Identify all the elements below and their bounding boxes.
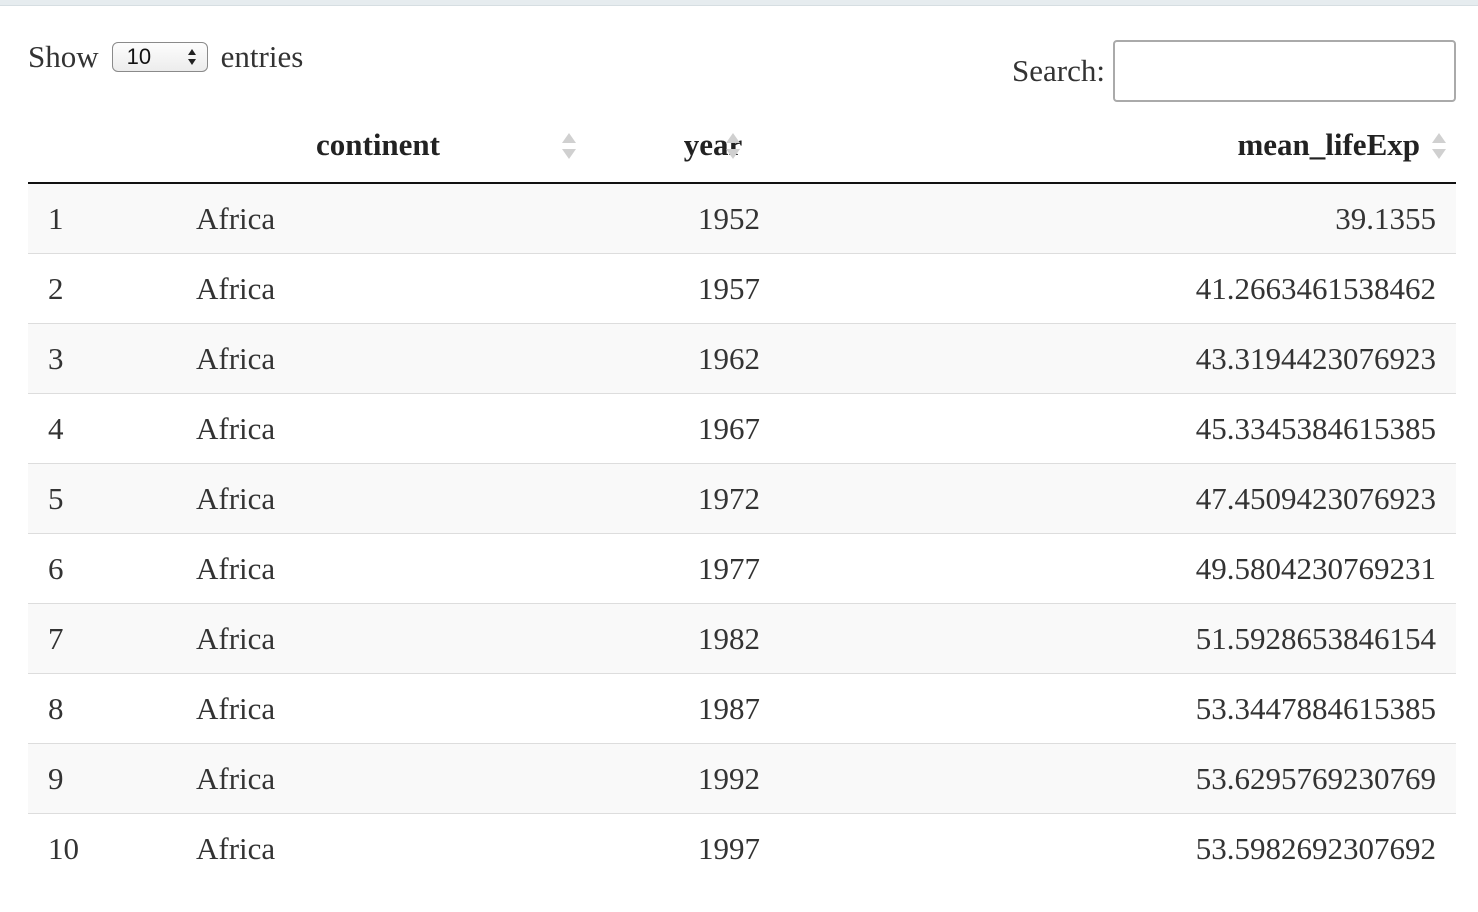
page-length-select[interactable]: 10 xyxy=(111,42,208,72)
cell-year: 1977 xyxy=(596,533,862,604)
page-length-value: 10 xyxy=(126,44,152,69)
cell-year: 1982 xyxy=(596,603,862,674)
cell-year: 1997 xyxy=(596,813,862,883)
cell-year: 1957 xyxy=(596,253,862,324)
table-row: 8 Africa 1987 53.3447884615385 xyxy=(28,673,1456,744)
table-row: 5 Africa 1972 47.4509423076923 xyxy=(28,463,1456,534)
cell-continent: Africa xyxy=(196,813,596,883)
row-index: 5 xyxy=(28,463,196,534)
cell-year: 1967 xyxy=(596,393,862,464)
cell-continent: Africa xyxy=(196,393,596,464)
sort-both-icon xyxy=(1432,133,1446,159)
cell-year: 1992 xyxy=(596,743,862,814)
cell-mean-lifeexp: 51.5928653846154 xyxy=(862,603,1456,674)
sort-both-icon xyxy=(562,133,576,159)
row-index: 10 xyxy=(28,813,196,883)
column-header-label: mean_lifeExp xyxy=(1237,127,1420,162)
search-input[interactable] xyxy=(1113,40,1456,102)
table-row: 9 Africa 1992 53.6295769230769 xyxy=(28,743,1456,814)
table-row: 3 Africa 1962 43.3194423076923 xyxy=(28,323,1456,394)
cell-year: 1972 xyxy=(596,463,862,534)
table-row: 10 Africa 1997 53.5982692307692 xyxy=(28,813,1456,883)
row-index: 1 xyxy=(28,183,196,254)
cell-continent: Africa xyxy=(196,743,596,814)
table-row: 1 Africa 1952 39.1355 xyxy=(28,183,1456,254)
select-updown-icon xyxy=(187,49,196,65)
column-header-year[interactable]: year xyxy=(596,108,862,184)
column-header-continent[interactable]: continent xyxy=(196,108,596,184)
row-index: 9 xyxy=(28,743,196,814)
cell-year: 1952 xyxy=(596,183,862,254)
column-header-label: continent xyxy=(316,127,440,162)
cell-continent: Africa xyxy=(196,603,596,674)
header-row: continent year mean_lifeExp xyxy=(28,108,1456,184)
cell-mean-lifeexp: 49.5804230769231 xyxy=(862,533,1456,604)
row-index: 7 xyxy=(28,603,196,674)
row-index: 2 xyxy=(28,253,196,324)
cell-mean-lifeexp: 39.1355 xyxy=(862,183,1456,254)
column-header-mean-lifeexp[interactable]: mean_lifeExp xyxy=(862,108,1456,184)
cell-continent: Africa xyxy=(196,533,596,604)
cell-continent: Africa xyxy=(196,463,596,534)
cell-continent: Africa xyxy=(196,323,596,394)
cell-mean-lifeexp: 53.6295769230769 xyxy=(862,743,1456,814)
data-table: continent year mean_lifeExp xyxy=(28,108,1456,883)
search-control: Search: xyxy=(1012,40,1456,102)
top-border xyxy=(0,0,1478,6)
show-label: Show xyxy=(28,39,99,74)
table-row: 2 Africa 1957 41.2663461538462 xyxy=(28,253,1456,324)
row-index: 6 xyxy=(28,533,196,604)
cell-mean-lifeexp: 53.5982692307692 xyxy=(862,813,1456,883)
cell-mean-lifeexp: 43.3194423076923 xyxy=(862,323,1456,394)
table-row: 6 Africa 1977 49.5804230769231 xyxy=(28,533,1456,604)
cell-year: 1962 xyxy=(596,323,862,394)
cell-mean-lifeexp: 47.4509423076923 xyxy=(862,463,1456,534)
row-index: 3 xyxy=(28,323,196,394)
column-header-index xyxy=(28,108,196,184)
table-row: 4 Africa 1967 45.3345384615385 xyxy=(28,393,1456,464)
cell-continent: Africa xyxy=(196,183,596,254)
datatable-wrapper: Show 10 entries Search: continent xyxy=(28,0,1456,912)
entries-label: entries xyxy=(220,39,304,74)
cell-year: 1987 xyxy=(596,673,862,744)
sort-both-icon xyxy=(726,133,740,159)
page-length-control: Show 10 entries xyxy=(28,38,303,76)
table-row: 7 Africa 1982 51.5928653846154 xyxy=(28,603,1456,674)
cell-mean-lifeexp: 53.3447884615385 xyxy=(862,673,1456,744)
cell-mean-lifeexp: 41.2663461538462 xyxy=(862,253,1456,324)
cell-mean-lifeexp: 45.3345384615385 xyxy=(862,393,1456,464)
row-index: 4 xyxy=(28,393,196,464)
row-index: 8 xyxy=(28,673,196,744)
cell-continent: Africa xyxy=(196,673,596,744)
search-label: Search: xyxy=(1012,53,1105,88)
cell-continent: Africa xyxy=(196,253,596,324)
